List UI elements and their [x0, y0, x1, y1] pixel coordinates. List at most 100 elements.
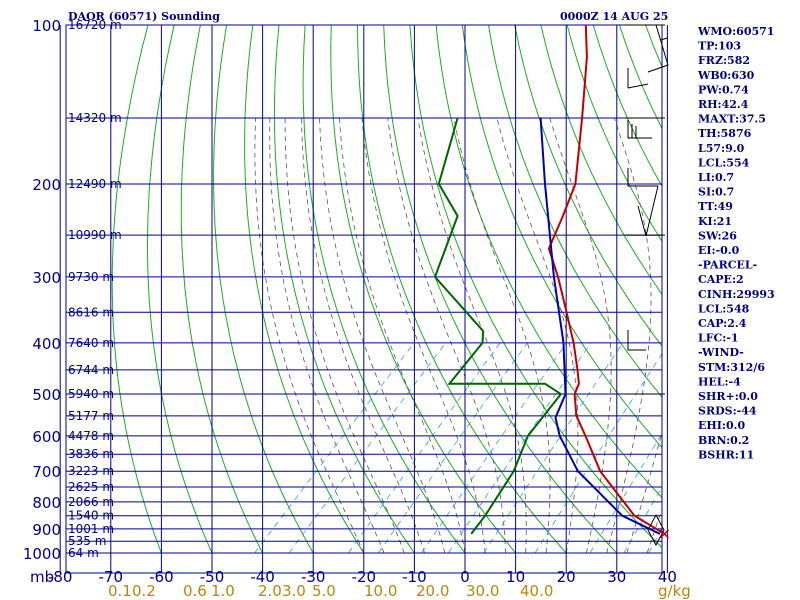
wind-barb-150 — [627, 68, 649, 89]
temperature-tick-label: -10 — [402, 568, 427, 586]
dewpoint-line — [433, 117, 563, 535]
index-item: LI:0.7 — [698, 171, 734, 184]
height-label: 535 m — [68, 534, 106, 548]
temperature-tick-label: 30 — [607, 568, 626, 586]
index-item: WB0:630 — [697, 69, 755, 82]
index-item: -PARCEL- — [698, 259, 757, 272]
moist-adiabat — [339, 117, 466, 554]
series-clip-group — [433, 25, 662, 535]
index-item: -WIND- — [698, 346, 744, 359]
mixing-ratio-label: 0.1 — [108, 582, 132, 600]
pressure-tick-label: 1000 — [23, 545, 61, 563]
height-label: 14320 m — [68, 111, 122, 125]
moist-adiabat — [417, 117, 527, 554]
wind-barbs — [625, 24, 669, 547]
index-item: LFC:-1 — [698, 332, 739, 345]
index-item: SHR+:0.0 — [698, 390, 758, 403]
index-item: L57:9.0 — [698, 142, 745, 155]
index-item: EI:-0.0 — [698, 244, 740, 257]
height-label: 64 m — [68, 546, 99, 560]
profile-lines — [433, 25, 670, 539]
parcel-line — [539, 117, 661, 535]
mixing-ratio-label: 5.0 — [312, 582, 336, 600]
chart-title: DAOR (60571) Sounding — [68, 10, 220, 23]
pressure-tick-label: 100 — [32, 17, 61, 35]
mixing-ratio-label: 40.0 — [520, 582, 553, 600]
height-label: 7640 m — [68, 336, 114, 350]
temperature-tick-label: -50 — [200, 568, 225, 586]
index-item: CAP:2.4 — [698, 317, 747, 330]
index-item: TT:49 — [698, 200, 733, 213]
pressure-tick-label: 600 — [32, 428, 61, 446]
height-label: 3836 m — [68, 447, 114, 461]
pressure-tick-label: 300 — [32, 269, 61, 287]
index-item: LCL:548 — [698, 302, 750, 315]
index-item: KI:21 — [698, 215, 732, 228]
pressure-tick-label: 200 — [32, 176, 61, 194]
moist-adiabat — [496, 117, 579, 554]
temperature-tick-label: 10 — [506, 568, 525, 586]
wind-barb-250 — [627, 168, 659, 237]
plot-frame — [65, 24, 663, 574]
temperature-tick-label: 40 — [658, 568, 677, 586]
pressure-tick-label: 400 — [32, 335, 61, 353]
moist-adiabat — [606, 117, 652, 554]
mixing-ratio-label: 20.0 — [416, 582, 449, 600]
moist-adiabat — [254, 117, 365, 554]
moist-adiabat — [284, 117, 405, 554]
temperature-line — [547, 25, 662, 534]
mixing-ratio-label: 2.0 — [258, 582, 282, 600]
temperature-tick-label: 20 — [557, 568, 576, 586]
index-item: FRZ:582 — [698, 54, 750, 67]
pressure-tick-label: 700 — [32, 463, 61, 481]
temperature-tick-label: 0 — [460, 568, 470, 586]
index-item: TH:5876 — [698, 127, 752, 140]
height-label: 1540 m — [68, 509, 114, 523]
temperature-tick-label: -30 — [301, 568, 326, 586]
temperature-tick-label: -40 — [250, 568, 275, 586]
index-item: LCL:554 — [698, 156, 750, 169]
moist-adiabat — [646, 507, 662, 554]
height-label: 6744 m — [68, 363, 114, 377]
height-label: 4478 m — [68, 429, 114, 443]
index-item: BRN:0.2 — [698, 434, 749, 447]
temperature-tick-label: -80 — [48, 568, 73, 586]
index-item: CINH:29993 — [698, 288, 775, 301]
index-item: SI:0.7 — [698, 186, 734, 199]
height-label: 12490 m — [68, 177, 122, 191]
mixing-unit-label: g/kg — [658, 582, 691, 600]
wind-barb-upper — [647, 24, 669, 73]
pressure-tick-label: 500 — [32, 386, 61, 404]
moist-adiabat — [319, 117, 446, 554]
height-label: 5940 m — [68, 387, 114, 401]
wind-barb-200 — [627, 120, 652, 139]
pressure-tick-label: 800 — [32, 494, 61, 512]
mixing-ratio-label: 0.6 — [183, 582, 207, 600]
moist-adiabat — [549, 117, 612, 554]
index-item: PW:0.74 — [698, 83, 749, 96]
index-item: STM:312/6 — [698, 361, 765, 374]
height-label: 2625 m — [68, 480, 114, 494]
mixing-ratio-label: 0.2 — [132, 582, 156, 600]
index-item: SRDS:-44 — [698, 405, 757, 418]
pressure-unit-label: mb — [30, 568, 54, 586]
height-label: 1001 m — [68, 522, 114, 536]
height-label: 8616 m — [68, 305, 114, 319]
height-label: 3223 m — [68, 464, 114, 478]
index-item: EHI:0.0 — [698, 419, 745, 432]
mixing-ratio-label: 10.0 — [364, 582, 397, 600]
index-item: SW:26 — [698, 229, 737, 242]
index-item: RH:42.4 — [698, 98, 749, 111]
moist-adiabat — [269, 117, 385, 554]
chart-datetime: 0000Z 14 AUG 25 — [560, 10, 668, 23]
moist-adiabat — [301, 117, 425, 554]
mixing-ratio-label: 30.0 — [466, 582, 499, 600]
index-item: MAXT:37.5 — [698, 113, 766, 126]
temperature-tick-label: -60 — [149, 568, 174, 586]
moist-adiabat — [453, 117, 551, 554]
index-item: TP:103 — [698, 40, 741, 53]
height-label: 2066 m — [68, 495, 114, 509]
